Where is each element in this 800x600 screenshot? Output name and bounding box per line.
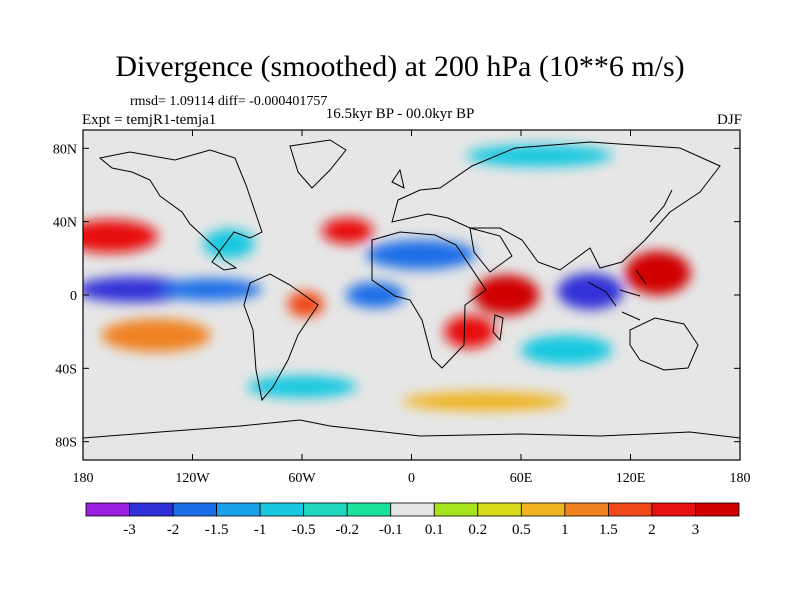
coastline-eurasia (391, 141, 721, 271)
coastline-british-isles (391, 168, 405, 189)
colorbar-label: 1 (561, 522, 569, 538)
colorbar-swatch (303, 502, 348, 517)
colorbar-label: -0.2 (335, 522, 359, 538)
colorbar-swatch (433, 502, 479, 517)
field-africa-divergence (473, 274, 540, 316)
colorbar-label: -1.5 (205, 522, 229, 538)
field-indonesia-convergence (557, 273, 624, 310)
colorbar-swatch (216, 502, 261, 517)
field-amazon-divergence (287, 291, 324, 317)
season-label: DJF (716, 112, 742, 128)
colorbar-label: -2 (167, 522, 180, 538)
x-tick-label: 60E (510, 471, 533, 486)
field-arctic-convergence (466, 144, 613, 167)
coastline-australia (629, 317, 699, 371)
coastline-madagascar (492, 314, 504, 342)
field-north-atlantic-divergence (322, 218, 374, 244)
coastline-maritime-continent (587, 269, 647, 321)
field-south-indian-convergence (521, 335, 613, 365)
stats-label: rmsd= 1.09114 diff= -0.000401757 (130, 94, 328, 109)
colorbar-swatch (172, 502, 217, 517)
coastline-antarctica (83, 419, 740, 439)
experiment-label: Expt = temjR1-temja1 (82, 112, 217, 128)
colorbar-label: 1.5 (599, 522, 618, 538)
coastline-africa (371, 231, 487, 369)
colorbar-swatch (651, 502, 696, 517)
colorbar-swatch (520, 502, 566, 517)
colorbar-swatch (477, 502, 522, 517)
field-west-pacific-divergence (625, 251, 691, 295)
colorbar-label: -1 (254, 522, 267, 538)
colorbar-label: 0.5 (512, 522, 531, 538)
colorbar-swatch (695, 502, 740, 517)
x-tick-label: 180 (730, 471, 751, 486)
x-tick-label: 0 (408, 471, 415, 486)
coastline-greenland (289, 139, 347, 189)
x-tick-label: 120W (175, 471, 210, 486)
y-axis: 80N 40N 0 40S 80S (53, 142, 740, 451)
x-tick-label: 60W (288, 471, 316, 486)
colorbar: -3 -2 -1.5 -1 -0.5 -0.2 -0.1 0.1 0.2 0.5 1 1.5 2 3 (85, 502, 740, 538)
field-south-pacific-divergence (101, 318, 211, 352)
colorbar-label: 0.2 (468, 522, 487, 538)
coastlines (83, 139, 740, 439)
coastline-japan (649, 189, 673, 223)
field-southern-ocean-divergence (402, 392, 567, 411)
colorbar-label: 2 (648, 522, 656, 538)
y-tick-label: 80S (55, 436, 77, 451)
colorbar-swatch (85, 502, 130, 517)
coastline-north-america (98, 149, 263, 271)
field-southern-ocean-convergence (247, 375, 357, 398)
colorbar-label: 0.1 (425, 522, 444, 538)
chart-title: Divergence (smoothed) at 200 hPa (10**6 … (115, 50, 685, 83)
colorbar-label: -3 (123, 522, 136, 538)
colorbar-swatch (346, 502, 392, 517)
field-atlantic-convergence (345, 282, 405, 308)
colorbar-swatch (608, 502, 653, 517)
field-south-africa-divergence (444, 315, 496, 349)
plot-area (83, 130, 740, 460)
field-central-pacific-convergence (159, 278, 262, 301)
x-tick-label: 180 (73, 471, 94, 486)
y-tick-label: 40S (55, 362, 77, 377)
colorbar-swatch (259, 502, 305, 517)
coastline-arabia (469, 227, 513, 273)
y-tick-label: 40N (53, 216, 77, 231)
field-sahara-convergence (365, 240, 476, 270)
field-mexico-convergence (203, 229, 255, 259)
y-tick-label: 80N (53, 142, 77, 157)
colorbar-label: 3 (692, 522, 700, 538)
x-tick-label: 120E (616, 471, 646, 486)
period-label: 16.5kyr BP - 00.0kyr BP (325, 106, 475, 122)
colorbar-label: -0.5 (292, 522, 316, 538)
colorbar-swatch (129, 502, 174, 517)
colorbar-swatch (564, 502, 609, 517)
y-tick-label: 0 (70, 289, 77, 304)
x-axis: 180 120W 60W 0 60E 120E 180 (73, 130, 751, 486)
coastline-south-america (243, 273, 319, 402)
field-equatorial-pacific-convergence (83, 276, 193, 303)
field-north-pacific-divergence (83, 219, 158, 253)
colorbar-swatch (390, 502, 435, 517)
colorbar-label: -0.1 (379, 522, 403, 538)
